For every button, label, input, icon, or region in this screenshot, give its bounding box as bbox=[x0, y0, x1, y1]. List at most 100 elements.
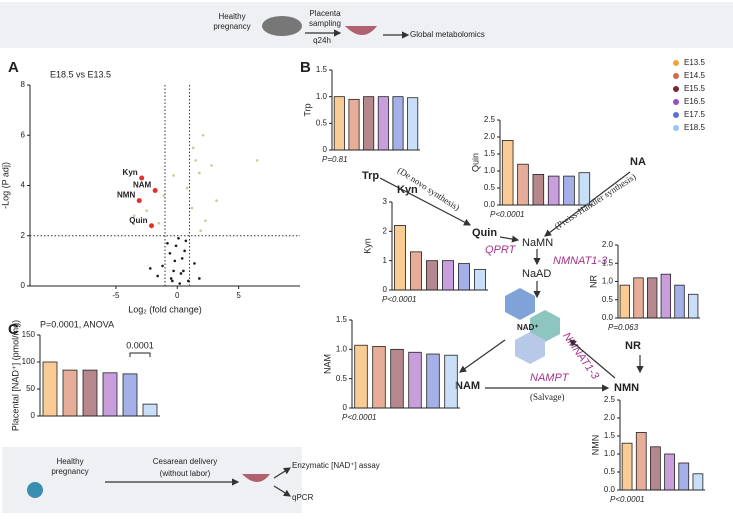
annotation: 0.0001 bbox=[126, 340, 154, 350]
y-tick-label: 0 bbox=[31, 411, 36, 420]
header-interval: q24h bbox=[313, 36, 331, 45]
point bbox=[136, 198, 142, 204]
bar bbox=[142, 403, 158, 417]
pathway-node: Trp bbox=[362, 170, 379, 182]
x-tick-label: -5 bbox=[112, 291, 120, 300]
bar bbox=[532, 173, 545, 206]
y-tick-label: 1.5 bbox=[316, 65, 328, 74]
footer-pcr: qPCR bbox=[292, 493, 314, 502]
point bbox=[139, 175, 145, 181]
y-tick-label: 0 bbox=[323, 145, 328, 154]
y-tick-label: 1.0 bbox=[336, 344, 348, 353]
y-tick-label: 1.0 bbox=[604, 449, 616, 458]
footer-step: Cesarean delivery bbox=[153, 457, 217, 466]
placenta-icon bbox=[345, 26, 377, 35]
point bbox=[194, 159, 197, 162]
nad-icon bbox=[515, 332, 545, 364]
bar bbox=[501, 139, 514, 206]
point bbox=[168, 252, 172, 255]
legend-marker bbox=[673, 60, 679, 66]
point bbox=[169, 277, 173, 280]
legend-marker bbox=[673, 86, 679, 92]
y-tick-label: 2 bbox=[21, 231, 26, 240]
x-tick-label: 5 bbox=[236, 291, 241, 300]
y-tick-label: 2.0 bbox=[604, 413, 616, 422]
enzyme: QPRT bbox=[485, 244, 517, 256]
pathway-node: NaMN bbox=[522, 237, 553, 249]
panel-label: C bbox=[8, 321, 19, 338]
bar bbox=[633, 277, 644, 319]
p-value: P=0.063 bbox=[608, 323, 639, 332]
bar bbox=[619, 284, 631, 319]
placenta-icon bbox=[242, 474, 270, 482]
legend-marker bbox=[673, 125, 679, 131]
y-axis-label: NMN bbox=[590, 435, 600, 456]
bar bbox=[660, 273, 672, 319]
pathway-node: NAM bbox=[455, 380, 480, 392]
legend-label: E15.5 bbox=[684, 84, 705, 93]
pathway-node: NaAD bbox=[522, 268, 551, 280]
p-value: P=0.81 bbox=[322, 155, 348, 164]
annotation: P=0.0001, ANOVA bbox=[40, 319, 114, 329]
bar bbox=[390, 348, 404, 409]
bar bbox=[646, 277, 658, 319]
panel-label: B bbox=[300, 59, 311, 76]
point bbox=[182, 269, 185, 273]
y-axis-label: Kyn bbox=[362, 238, 372, 254]
y-tick-label: 1.5 bbox=[602, 258, 614, 267]
y-tick-label: 1.0 bbox=[316, 92, 328, 101]
bar bbox=[354, 344, 368, 409]
point bbox=[191, 146, 195, 150]
point bbox=[157, 221, 161, 225]
mouse-icon bbox=[262, 16, 302, 36]
y-tick-label: 2.5 bbox=[484, 115, 496, 124]
enzyme: NMNAT1-3 bbox=[553, 255, 608, 267]
y-tick-label: 0.5 bbox=[602, 295, 614, 304]
pathway-node: NA bbox=[630, 156, 646, 168]
footer-left: Healthy pregnancy bbox=[51, 457, 88, 476]
y-tick-label: 0 bbox=[21, 281, 26, 290]
bar bbox=[372, 345, 386, 409]
y-axis-label: NAM bbox=[322, 354, 332, 374]
point bbox=[152, 188, 158, 194]
y-axis-label: NR bbox=[588, 275, 598, 288]
y-tick-label: 0.0 bbox=[604, 485, 616, 494]
y-tick-label: 100 bbox=[22, 357, 36, 366]
point bbox=[133, 214, 136, 217]
arrow bbox=[499, 235, 520, 243]
y-tick-label: 1.5 bbox=[336, 315, 348, 324]
point bbox=[190, 206, 194, 210]
point bbox=[145, 209, 148, 212]
bar bbox=[348, 98, 360, 151]
bar bbox=[678, 462, 690, 491]
bracket bbox=[129, 352, 151, 357]
y-tick-label: 1.0 bbox=[602, 277, 614, 286]
pathway-node: NR bbox=[625, 340, 641, 352]
x-axis-label: Log₂ (fold change) bbox=[128, 304, 202, 314]
y-tick-label: 8 bbox=[21, 80, 26, 89]
bar bbox=[444, 354, 458, 409]
arrow bbox=[273, 485, 292, 497]
point-label: Kyn bbox=[123, 168, 138, 177]
p-value: P<0.0001 bbox=[610, 495, 644, 504]
legend-label: E16.5 bbox=[684, 97, 705, 106]
bar bbox=[425, 260, 438, 291]
y-tick-label: 0.0 bbox=[484, 200, 496, 209]
point bbox=[183, 249, 186, 253]
point bbox=[148, 267, 152, 270]
bar bbox=[517, 163, 529, 206]
bar bbox=[408, 351, 422, 409]
legend-marker bbox=[673, 99, 679, 105]
legend-label: E14.5 bbox=[684, 71, 705, 80]
y-tick-label: 1 bbox=[383, 256, 388, 265]
point bbox=[184, 239, 188, 243]
bar bbox=[687, 293, 699, 319]
bar bbox=[635, 431, 647, 491]
bar bbox=[62, 369, 78, 417]
bar bbox=[441, 260, 454, 291]
arrow bbox=[273, 467, 292, 479]
p-value: P<0.0001 bbox=[490, 210, 524, 219]
y-tick-label: 0 bbox=[343, 403, 348, 412]
pathway-node: Kyn bbox=[397, 184, 418, 196]
pathway-note: (Salvage) bbox=[530, 392, 564, 402]
